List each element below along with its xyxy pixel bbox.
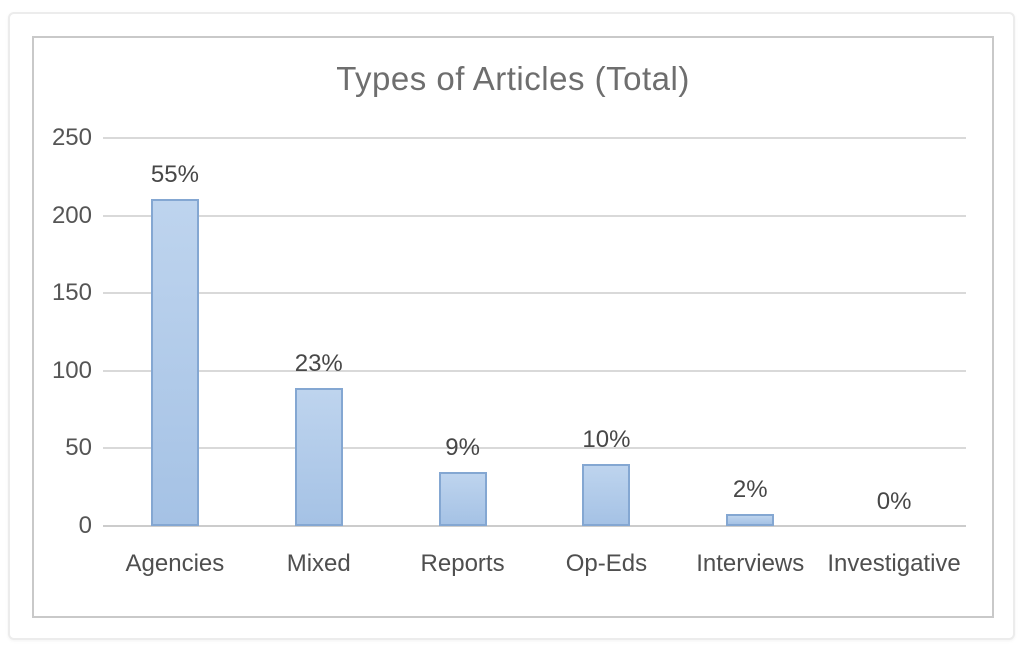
y-axis-tick-label: 100 — [51, 356, 92, 384]
y-axis-tick-label: 0 — [78, 512, 92, 539]
x-axis-category-label: Investigative — [827, 550, 961, 577]
chart-frame: Types of Articles (Total) 55% 23% 9% 10% 2% 0… — [32, 36, 994, 618]
bar — [726, 513, 775, 526]
gridline-200 — [103, 214, 966, 217]
plot-area: 55% 23% 9% 10% 2% 0% — [103, 137, 966, 527]
y-axis-tick-label: 200 — [51, 201, 92, 229]
data-label: 10% — [582, 425, 631, 453]
data-label: 9% — [445, 433, 480, 461]
y-axis-tick-label: 150 — [51, 279, 92, 307]
bar-slot: 9% — [391, 138, 535, 526]
data-label: 55% — [150, 160, 199, 188]
data-label: 23% — [294, 349, 343, 377]
data-label: 0% — [876, 488, 912, 515]
x-axis-category-label: Agencies — [125, 550, 225, 577]
y-axis-tick-label: 50 — [65, 434, 92, 462]
gridline-150 — [103, 292, 966, 295]
x-axis-category-label: Op-Eds — [565, 550, 648, 577]
bar-slot: 23% — [247, 138, 391, 526]
gridline-250 — [103, 137, 966, 139]
bar-slot: 10% — [535, 138, 679, 526]
x-axis-category-label: Interviews — [696, 550, 805, 577]
bar-slot: 55% — [103, 138, 247, 526]
bar — [438, 471, 487, 526]
gridline-100 — [103, 369, 966, 372]
bar-slot: 0% — [822, 138, 966, 526]
chart-title: Types of Articles (Total) — [336, 60, 690, 97]
data-label: 2% — [732, 475, 768, 503]
x-axis-category-label: Mixed — [286, 550, 351, 577]
gridline-50 — [103, 447, 966, 450]
chart-card: Types of Articles (Total) 55% 23% 9% 10% 2% 0… — [8, 12, 1015, 640]
gridline-0 — [103, 525, 966, 527]
bar — [294, 387, 343, 526]
y-axis-tick-label: 250 — [51, 124, 92, 151]
bar — [582, 463, 631, 526]
bar-slot: 2% — [678, 138, 822, 526]
bar — [150, 198, 199, 526]
x-axis-category-label: Reports — [420, 550, 505, 577]
